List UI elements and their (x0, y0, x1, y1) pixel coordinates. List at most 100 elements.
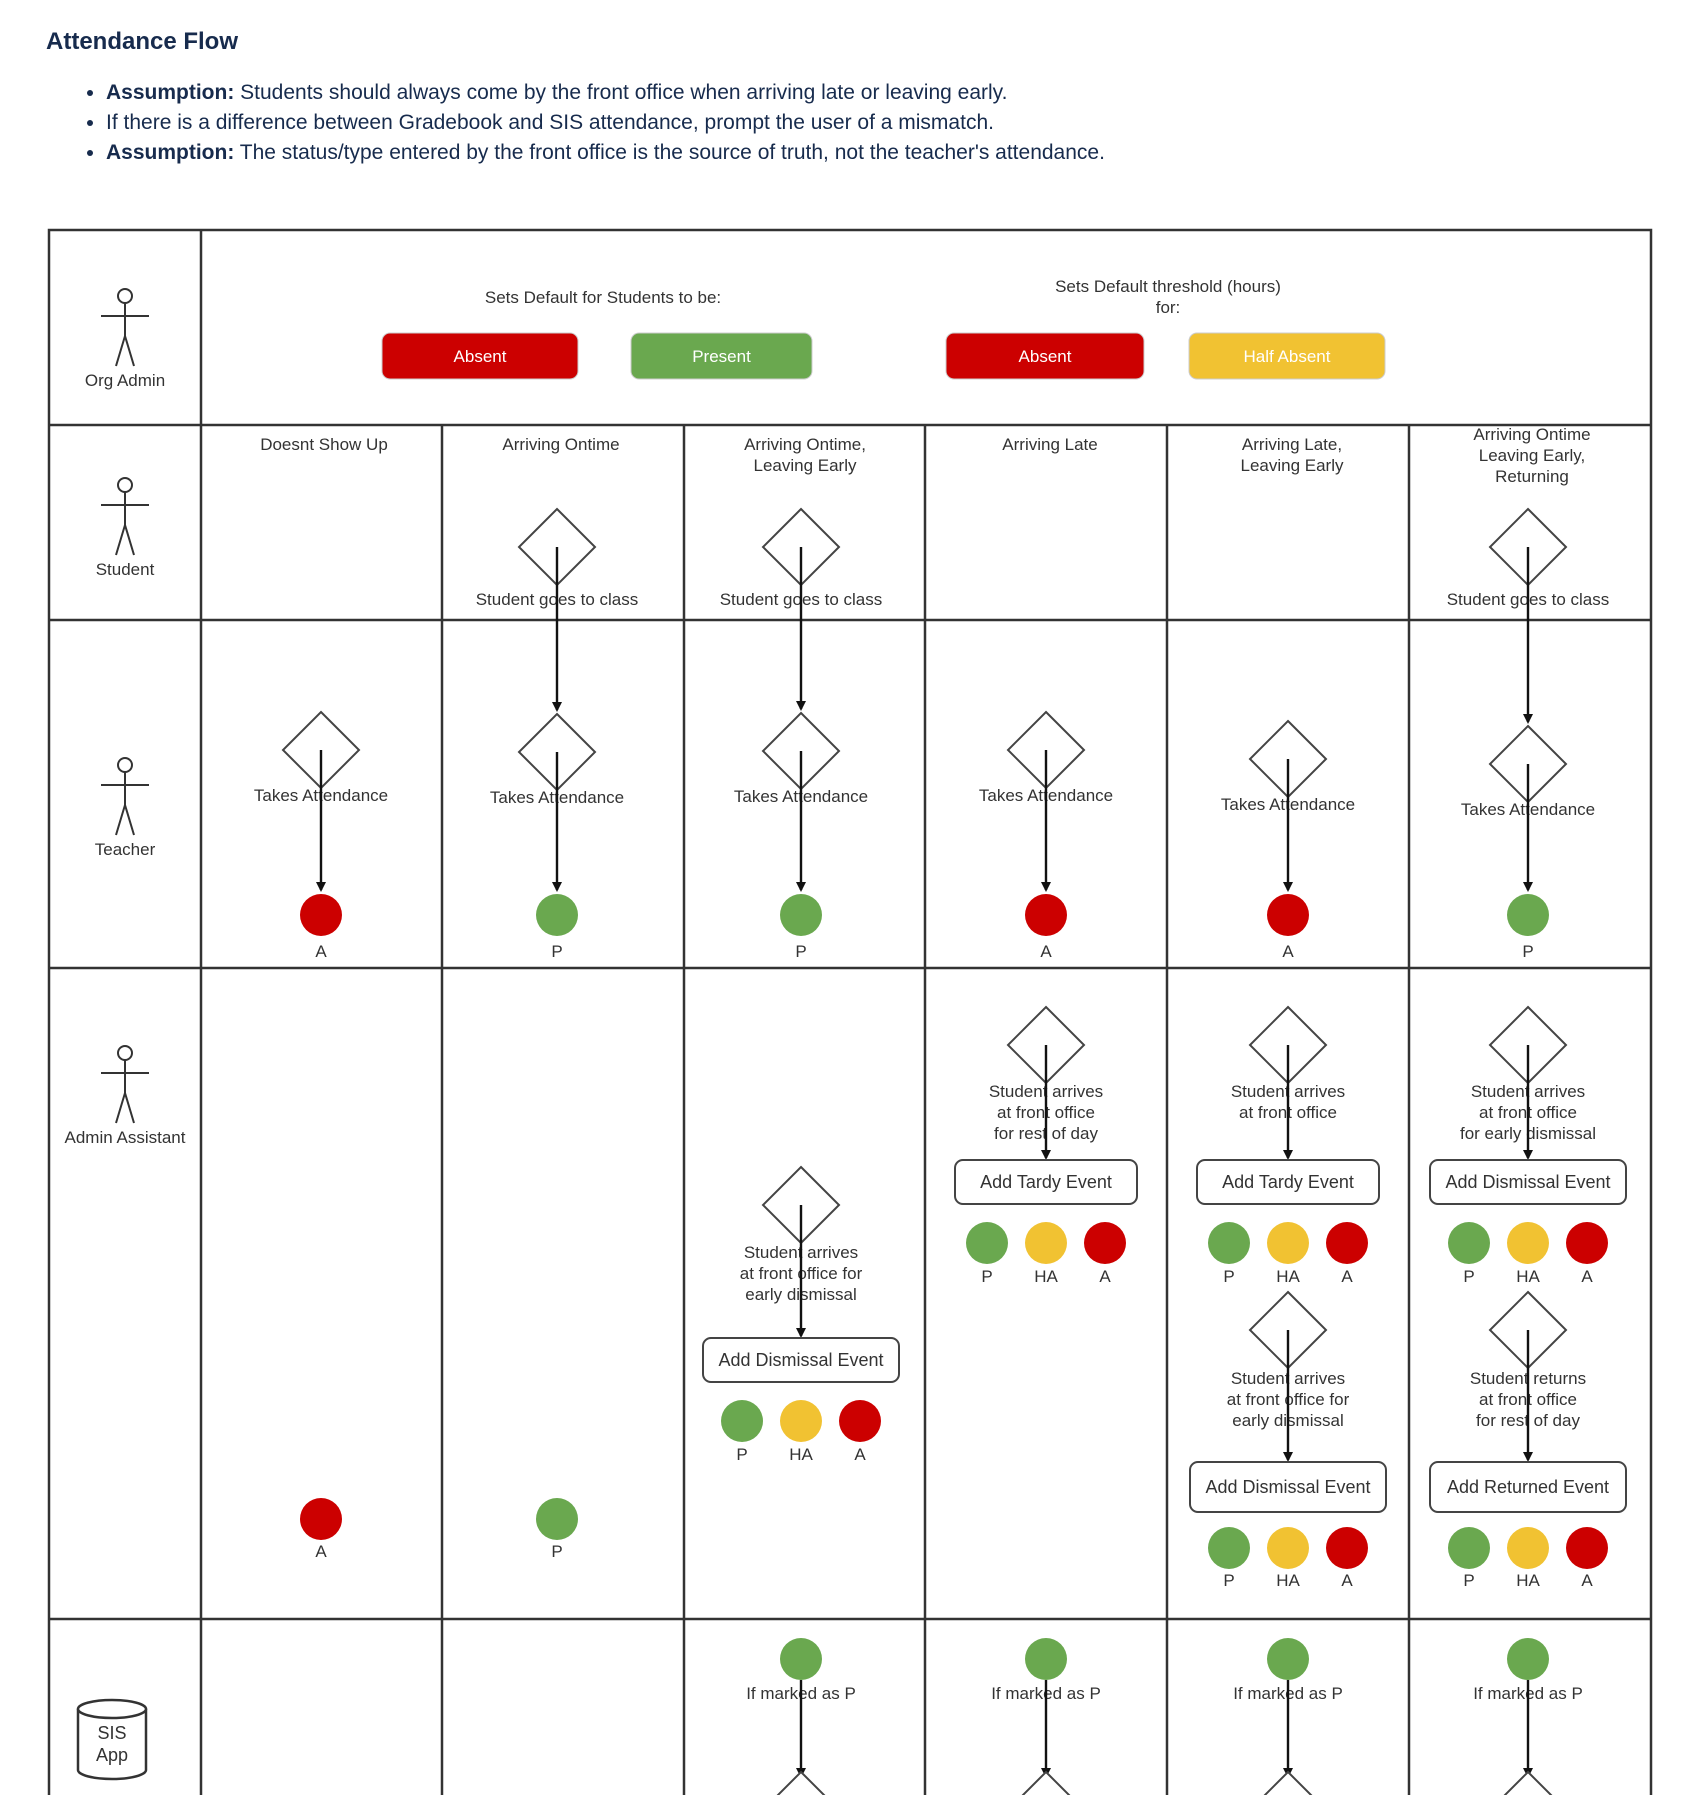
decision-diamond (1503, 1770, 1553, 1795)
event-box (1196, 1159, 1380, 1205)
column-header: Arriving Ontime, (744, 435, 866, 454)
option-circle (1448, 1222, 1490, 1264)
assumption-note: If there is a difference between Gradebo… (106, 108, 1105, 138)
option-circle (1267, 1527, 1309, 1569)
teacher-result-circle (1267, 894, 1309, 936)
decision-diamond (1021, 1770, 1071, 1795)
admin-result-circle (536, 1498, 578, 1540)
column-header: Returning (1495, 467, 1569, 486)
note-bold-label: Assumption: (106, 81, 235, 104)
default-button-bg (945, 332, 1145, 380)
option-circle (1208, 1527, 1250, 1569)
actor-head (117, 1045, 133, 1061)
assumption-note: Assumption: Students should always come … (106, 78, 1105, 108)
note-text: If there is a difference between Gradebo… (106, 111, 994, 134)
admin-result-circle (300, 1498, 342, 1540)
lane-label: App (96, 1745, 128, 1765)
decision-diamond (776, 1770, 826, 1795)
option-label: A (1341, 1571, 1353, 1590)
database-body (76, 1709, 148, 1781)
sis-status-circle (780, 1638, 822, 1680)
option-circle (1025, 1222, 1067, 1264)
database-icon (76, 1698, 148, 1781)
actor-leg (115, 804, 126, 836)
option-circle (1326, 1222, 1368, 1264)
lane-label: Admin Assistant (65, 1128, 186, 1147)
option-circle (780, 1400, 822, 1442)
option-circle (1326, 1527, 1368, 1569)
event-box-label: Add Tardy Event (980, 1172, 1112, 1192)
admin-result-label: A (315, 1542, 327, 1561)
note-text: Students should always come by the front… (234, 81, 1008, 104)
note-bold-label: Assumption: (106, 141, 235, 164)
option-label: P (1223, 1267, 1234, 1286)
actor-leg (124, 335, 135, 367)
column-header: Doesnt Show Up (260, 435, 388, 454)
option-label: P (1223, 1571, 1234, 1590)
option-label: P (1463, 1571, 1474, 1590)
event-box (1429, 1461, 1627, 1513)
actor-leg (124, 1092, 135, 1124)
teacher-result-label: A (315, 942, 327, 961)
option-circle (1507, 1527, 1549, 1569)
option-circle (1448, 1527, 1490, 1569)
teacher-result-label: P (1522, 942, 1533, 961)
option-circle (1566, 1527, 1608, 1569)
default-button[interactable]: Half Absent (1188, 332, 1386, 380)
assumption-list: Assumption: Students should always come … (84, 78, 1105, 168)
lane-label: Org Admin (85, 371, 165, 390)
option-circle (721, 1400, 763, 1442)
option-label: HA (1276, 1267, 1300, 1286)
option-circle (1208, 1222, 1250, 1264)
assumption-note: Assumption: The status/type entered by t… (106, 138, 1105, 168)
option-label: A (854, 1445, 866, 1464)
actor-leg (124, 804, 135, 836)
teacher-result-label: P (795, 942, 806, 961)
column-header: Arriving Ontime (502, 435, 619, 454)
teacher-result-label: A (1282, 942, 1294, 961)
option-circle (1507, 1222, 1549, 1264)
event-box-label: Add Returned Event (1447, 1477, 1609, 1497)
column-header: Leaving Early, (1479, 446, 1585, 465)
default-button-bg (630, 332, 813, 380)
teacher-result-circle (1507, 894, 1549, 936)
option-label: P (981, 1267, 992, 1286)
event-box (702, 1337, 900, 1383)
option-circle (1267, 1222, 1309, 1264)
page-title: Attendance Flow (46, 28, 239, 55)
event-box-label: Add Dismissal Event (718, 1350, 883, 1370)
default-button[interactable]: Present (630, 332, 813, 380)
column-header: Arriving Ontime (1473, 425, 1590, 444)
option-label: HA (789, 1445, 813, 1464)
actor-head (117, 757, 133, 773)
teacher-result-circle (536, 894, 578, 936)
sis-status-circle (1267, 1638, 1309, 1680)
option-circle (1084, 1222, 1126, 1264)
option-circle (966, 1222, 1008, 1264)
lane-label: Student (96, 560, 155, 579)
column-header: Arriving Late, (1242, 435, 1342, 454)
event-box (954, 1159, 1138, 1205)
option-label: A (1581, 1267, 1593, 1286)
default-button-label: Absent (454, 347, 507, 366)
actor-icon (101, 1045, 149, 1124)
default-button-label: Half Absent (1244, 347, 1331, 366)
option-label: A (1099, 1267, 1111, 1286)
lane-label: Teacher (95, 840, 156, 859)
default-button[interactable]: Absent (945, 332, 1145, 380)
event-box-label: Add Tardy Event (1222, 1172, 1354, 1192)
option-label: A (1581, 1571, 1593, 1590)
option-circle (839, 1400, 881, 1442)
event-box (1429, 1159, 1627, 1205)
actor-icon (101, 757, 149, 836)
column-header: Leaving Early (1240, 456, 1344, 475)
actor-leg (115, 524, 126, 556)
teacher-result-circle (300, 894, 342, 936)
event-box (1189, 1461, 1387, 1513)
actor-icon (101, 288, 149, 367)
column-header: Arriving Late (1002, 435, 1097, 454)
default-button[interactable]: Absent (381, 332, 579, 380)
teacher-result-circle (780, 894, 822, 936)
lane-label: SIS (97, 1723, 126, 1743)
